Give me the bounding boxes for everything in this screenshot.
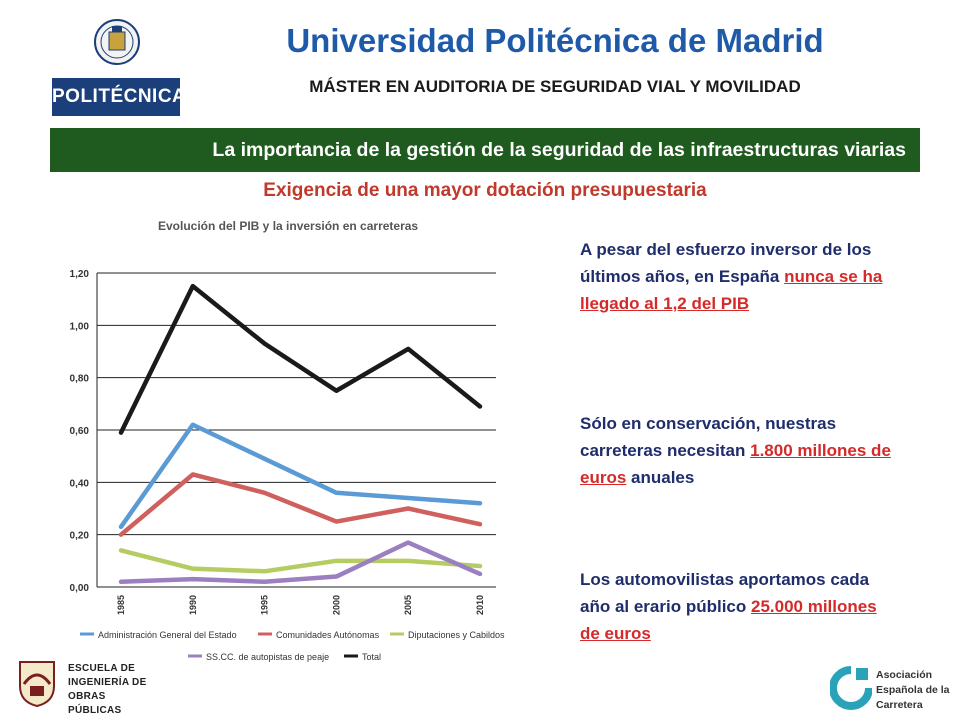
legend-label: Comunidades Autónomas — [276, 630, 380, 640]
y-tick-label: 0,60 — [70, 426, 90, 437]
note-2-highlight: 1.800 millones de euros — [580, 441, 891, 487]
note-3-text: Los automovilistas aportamos cada año al… — [580, 570, 870, 616]
aec-logo-line-1: Asociación — [876, 669, 933, 681]
legend-label: SS.CC. de autopistas de peaje — [206, 652, 329, 662]
series-line — [118, 540, 483, 585]
x-tick-label: 2000 — [331, 595, 341, 615]
note-1-highlight: nunca se ha llegado al 1,2 del PIB — [580, 267, 883, 313]
school-logo-line-2: INGENIERÍA DE — [68, 677, 147, 688]
upm-logo: POLITÉCNICA — [52, 14, 186, 116]
y-tick-label: 0,00 — [70, 583, 90, 594]
aec-logo: Asociación Española de la Carretera — [830, 662, 960, 720]
topic-banner: La importancia de la gestión de la segur… — [50, 128, 920, 172]
note-3: Los automovilistas aportamos cada año al… — [580, 566, 900, 647]
series-line — [118, 472, 483, 537]
school-logo: ESCUELA DE INGENIERÍA DE OBRAS PÚBLICAS — [12, 654, 162, 716]
note-2: Sólo en conservación, nuestras carretera… — [580, 410, 900, 491]
x-tick-label: 2010 — [475, 595, 485, 615]
y-tick-label: 1,20 — [70, 269, 90, 280]
series-line — [118, 548, 483, 574]
note-3-highlight: 25.000 millones de euros — [580, 597, 877, 643]
x-tick-label: 1990 — [188, 595, 198, 615]
aec-ring-icon — [830, 666, 872, 710]
legend-label: Diputaciones y Cabildos — [408, 630, 505, 640]
upm-logo-text: POLITÉCNICA — [52, 78, 186, 116]
x-tick-label: 1995 — [260, 595, 270, 615]
legend-label: Administración General del Estado — [98, 630, 237, 640]
y-tick-label: 1,00 — [70, 321, 90, 332]
x-tick-label: 1985 — [116, 595, 126, 615]
school-logo-line-1: ESCUELA DE — [68, 663, 136, 674]
page-subtitle: MÁSTER EN AUDITORIA DE SEGURIDAD VIAL Y … — [309, 77, 801, 96]
y-tick-label: 0,40 — [70, 478, 90, 489]
y-tick-label: 0,20 — [70, 531, 90, 542]
school-logo-line-3: OBRAS PÚBLICAS — [68, 691, 122, 716]
page-title: Universidad Politécnica de Madrid — [286, 22, 824, 59]
series-line — [118, 422, 483, 530]
legend-label: Total — [362, 652, 381, 662]
chart-title: Evolución del PIB y la inversión en carr… — [158, 219, 418, 233]
upm-seal-icon — [94, 19, 140, 65]
series-line — [118, 283, 483, 435]
chart-svg: Evolución del PIB y la inversión en carr… — [70, 219, 506, 662]
x-tick-label: 2005 — [403, 595, 413, 615]
line-chart: Evolución del PIB y la inversión en carr… — [40, 210, 520, 670]
aec-logo-line-2: Española de la — [876, 684, 950, 696]
y-tick-label: 0,80 — [70, 374, 90, 385]
aec-logo-line-3: Carretera — [876, 699, 923, 711]
note-2-text: Sólo en conservación, nuestras carretera… — [580, 414, 837, 460]
note-1: A pesar del esfuerzo inversor de los últ… — [580, 236, 900, 317]
note-2-after: anuales — [626, 468, 695, 487]
section-title: Exigencia de una mayor dotación presupue… — [263, 180, 707, 201]
note-1-text: A pesar del esfuerzo inversor de los últ… — [580, 240, 872, 286]
school-crest-icon — [19, 661, 55, 708]
